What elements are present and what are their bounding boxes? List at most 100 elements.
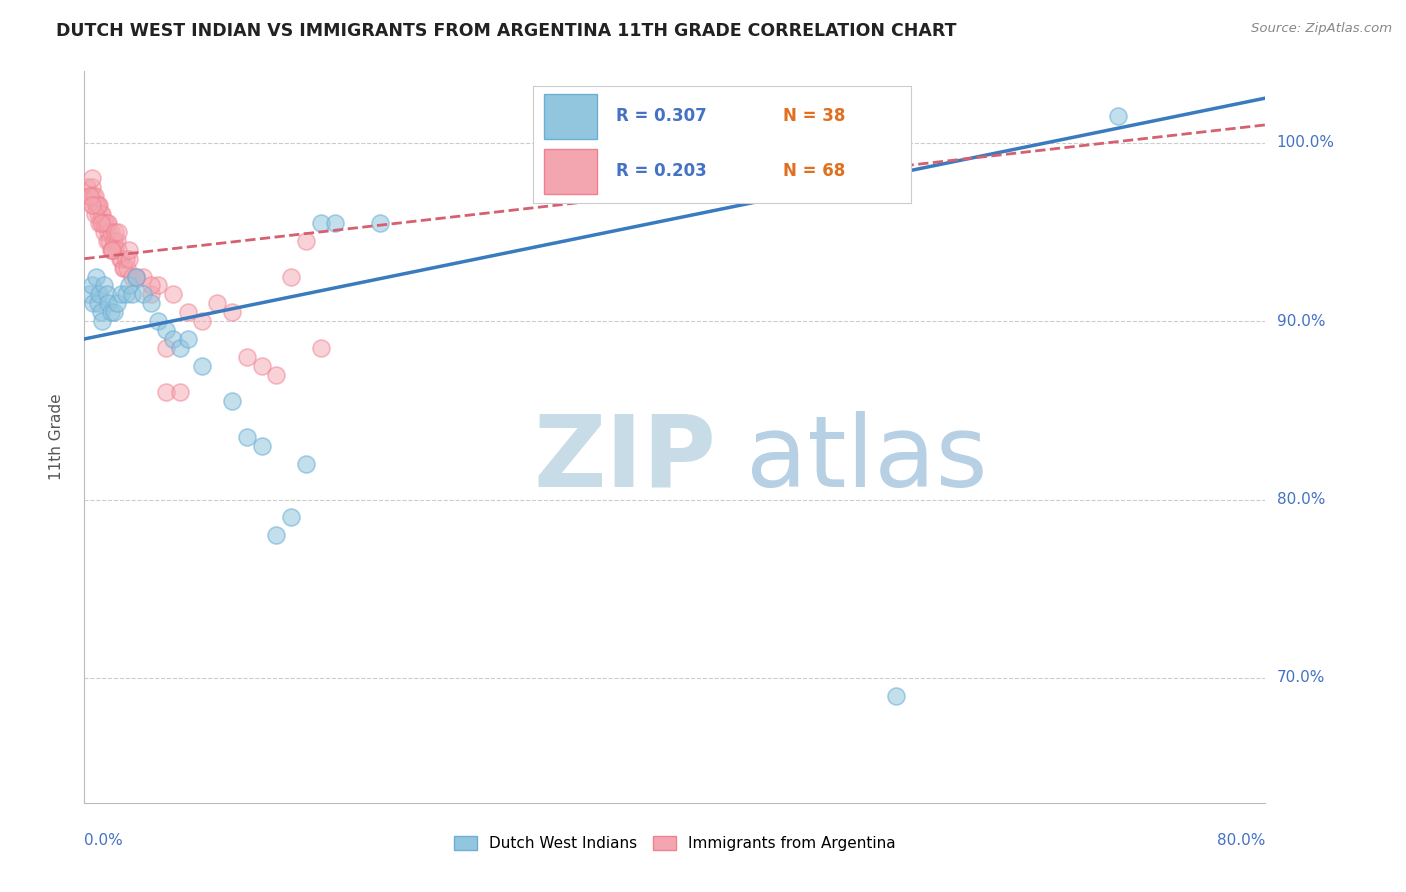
Point [90,305,112,319]
Point [86,198,108,212]
Point [86,296,108,310]
Point [114,252,136,266]
Point [221,394,243,409]
Point [162,332,184,346]
Point [191,314,214,328]
Text: ZIP: ZIP [533,410,716,508]
Point [169,385,191,400]
Point [83,207,105,221]
Point [250,439,273,453]
Point [91,207,114,221]
Point [177,332,200,346]
Point [80,171,103,186]
Point [87,198,111,212]
Point [323,216,347,230]
Point [80,278,103,293]
Point [125,269,148,284]
Point [114,287,136,301]
Point [235,430,259,444]
Point [264,368,288,382]
Point [94,216,117,230]
Point [84,198,107,212]
Point [148,278,170,293]
Point [235,350,259,364]
Point [97,225,120,239]
Point [76,180,98,194]
Point [100,243,122,257]
Point [132,287,155,301]
Point [295,457,318,471]
Text: Source: ZipAtlas.com: Source: ZipAtlas.com [1251,22,1392,36]
Text: 90.0%: 90.0% [1277,314,1324,328]
Point [110,252,132,266]
Point [118,243,141,257]
Point [148,314,170,328]
Point [90,207,112,221]
Point [280,269,302,284]
Point [121,287,143,301]
Point [110,287,132,301]
Point [118,252,141,266]
Point [105,234,128,248]
Point [103,305,125,319]
Point [97,296,120,310]
Point [155,341,177,355]
Point [108,252,131,266]
Point [139,278,162,293]
Point [112,260,135,275]
Point [309,216,332,230]
Text: DUTCH WEST INDIAN VS IMMIGRANTS FROM ARGENTINA 11TH GRADE CORRELATION CHART: DUTCH WEST INDIAN VS IMMIGRANTS FROM ARG… [56,22,956,40]
Point [886,689,908,703]
Text: 80.0%: 80.0% [1277,492,1324,507]
Point [96,234,118,248]
Point [79,189,101,203]
Point [121,269,143,284]
Point [80,180,103,194]
Y-axis label: 11th Grade: 11th Grade [49,393,63,481]
Point [84,198,107,212]
Text: 100.0%: 100.0% [1277,136,1334,150]
Point [264,528,288,542]
Point [118,278,141,293]
Point [107,243,129,257]
Point [101,243,124,257]
Point [125,269,148,284]
Text: atlas: atlas [745,410,987,508]
Point [77,287,100,301]
Point [250,359,273,373]
Point [139,296,162,310]
Point [205,296,228,310]
Point [107,225,129,239]
Point [132,269,155,284]
Point [82,189,104,203]
Point [100,225,122,239]
Point [111,260,134,275]
Point [155,385,177,400]
Point [93,225,115,239]
Point [96,287,118,301]
Point [77,189,100,203]
Point [86,207,108,221]
Point [87,216,111,230]
Point [103,234,125,248]
Point [105,296,128,310]
Point [295,234,318,248]
Point [368,216,391,230]
Point [82,198,104,212]
Point [309,341,332,355]
Point [93,216,115,230]
Text: 70.0%: 70.0% [1277,671,1324,685]
Point [91,216,114,230]
Point [79,189,101,203]
Point [84,269,107,284]
Point [104,243,127,257]
Point [169,341,191,355]
Point [82,296,104,310]
Point [80,198,103,212]
Point [280,510,302,524]
Point [191,359,214,373]
Point [91,314,114,328]
Point [93,278,115,293]
Point [1107,109,1129,123]
Point [101,243,124,257]
